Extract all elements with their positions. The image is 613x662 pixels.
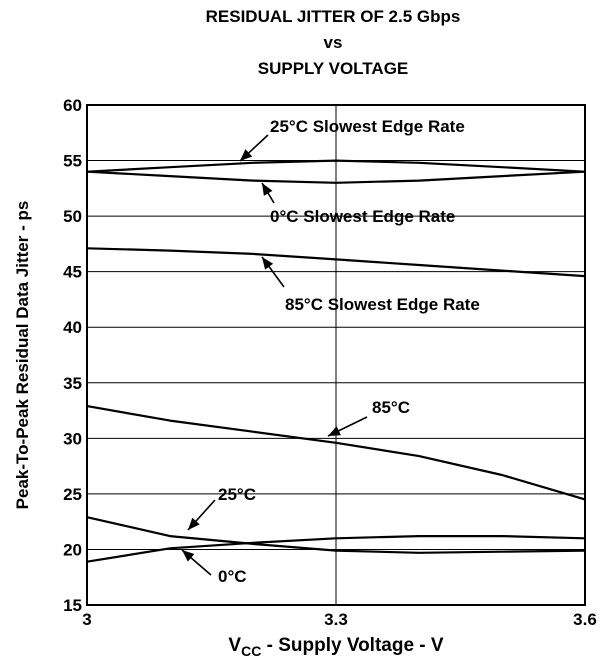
annotation-label: 85°C: [372, 398, 410, 417]
y-tick-label: 30: [63, 429, 82, 448]
y-tick-label: 15: [63, 596, 82, 615]
x-axis-label: VCC - Supply Voltage - V: [228, 635, 444, 659]
annotation-label: 0°C Slowest Edge Rate: [270, 207, 455, 226]
annotation-arrowhead: [240, 149, 253, 161]
plot-frame: [86, 104, 586, 606]
series-line-0: [86, 159, 586, 173]
grid-lines: [87, 104, 585, 606]
x-tick-label: 3.6: [573, 610, 597, 629]
x-tick-labels: 3 3.3 3.6: [82, 610, 597, 629]
y-tick-label: 55: [63, 152, 82, 171]
chart-title-line-1: RESIDUAL JITTER OF 2.5 Gbps: [205, 7, 461, 26]
annotation-label: 0°C: [218, 567, 247, 586]
y-tick-label: 25: [63, 485, 82, 504]
x-axis-label-main: V: [228, 635, 241, 656]
annotation-arrowhead: [188, 517, 200, 530]
y-tick-labels: 15 20 25 30 35 40 45 50 55 60: [63, 96, 82, 615]
series-line-3: [86, 405, 586, 501]
series-line-1: [86, 170, 586, 184]
x-tick-label: 3.3: [324, 610, 348, 629]
y-tick-label: 50: [63, 207, 82, 226]
x-axis-label-sub: CC: [241, 643, 261, 659]
x-axis-label-rest: - Supply Voltage - V: [261, 635, 444, 656]
y-axis-label: Peak-To-Peak Residual Data Jitter - ps: [13, 201, 32, 510]
series-line-2: [86, 247, 586, 278]
annotation-arrowhead: [262, 183, 273, 196]
annotation-arrowhead: [328, 426, 341, 436]
annotation-arrowhead: [262, 257, 274, 270]
annotations: 25°C Slowest Edge Rate 0°C Slowest Edge R…: [181, 117, 480, 586]
annotation-arrowhead: [182, 550, 195, 562]
series-line-5: [86, 534, 586, 563]
annotation-label: 85°C Slowest Edge Rate: [285, 295, 480, 314]
chart-title-line-3: SUPPLY VOLTAGE: [257, 59, 409, 78]
annotation-label: 25°C Slowest Edge Rate: [270, 117, 465, 136]
x-tick-label: 3: [82, 610, 91, 629]
y-tick-label: 40: [63, 318, 82, 337]
y-tick-label: 35: [63, 374, 82, 393]
y-tick-label: 45: [63, 263, 82, 282]
series-group: [86, 159, 586, 563]
chart-title-line-2: vs: [323, 33, 343, 52]
y-tick-label: 20: [63, 540, 82, 559]
series-line-4: [86, 516, 586, 554]
y-tick-label: 60: [63, 96, 82, 115]
annotation-label: 25°C: [218, 485, 256, 504]
